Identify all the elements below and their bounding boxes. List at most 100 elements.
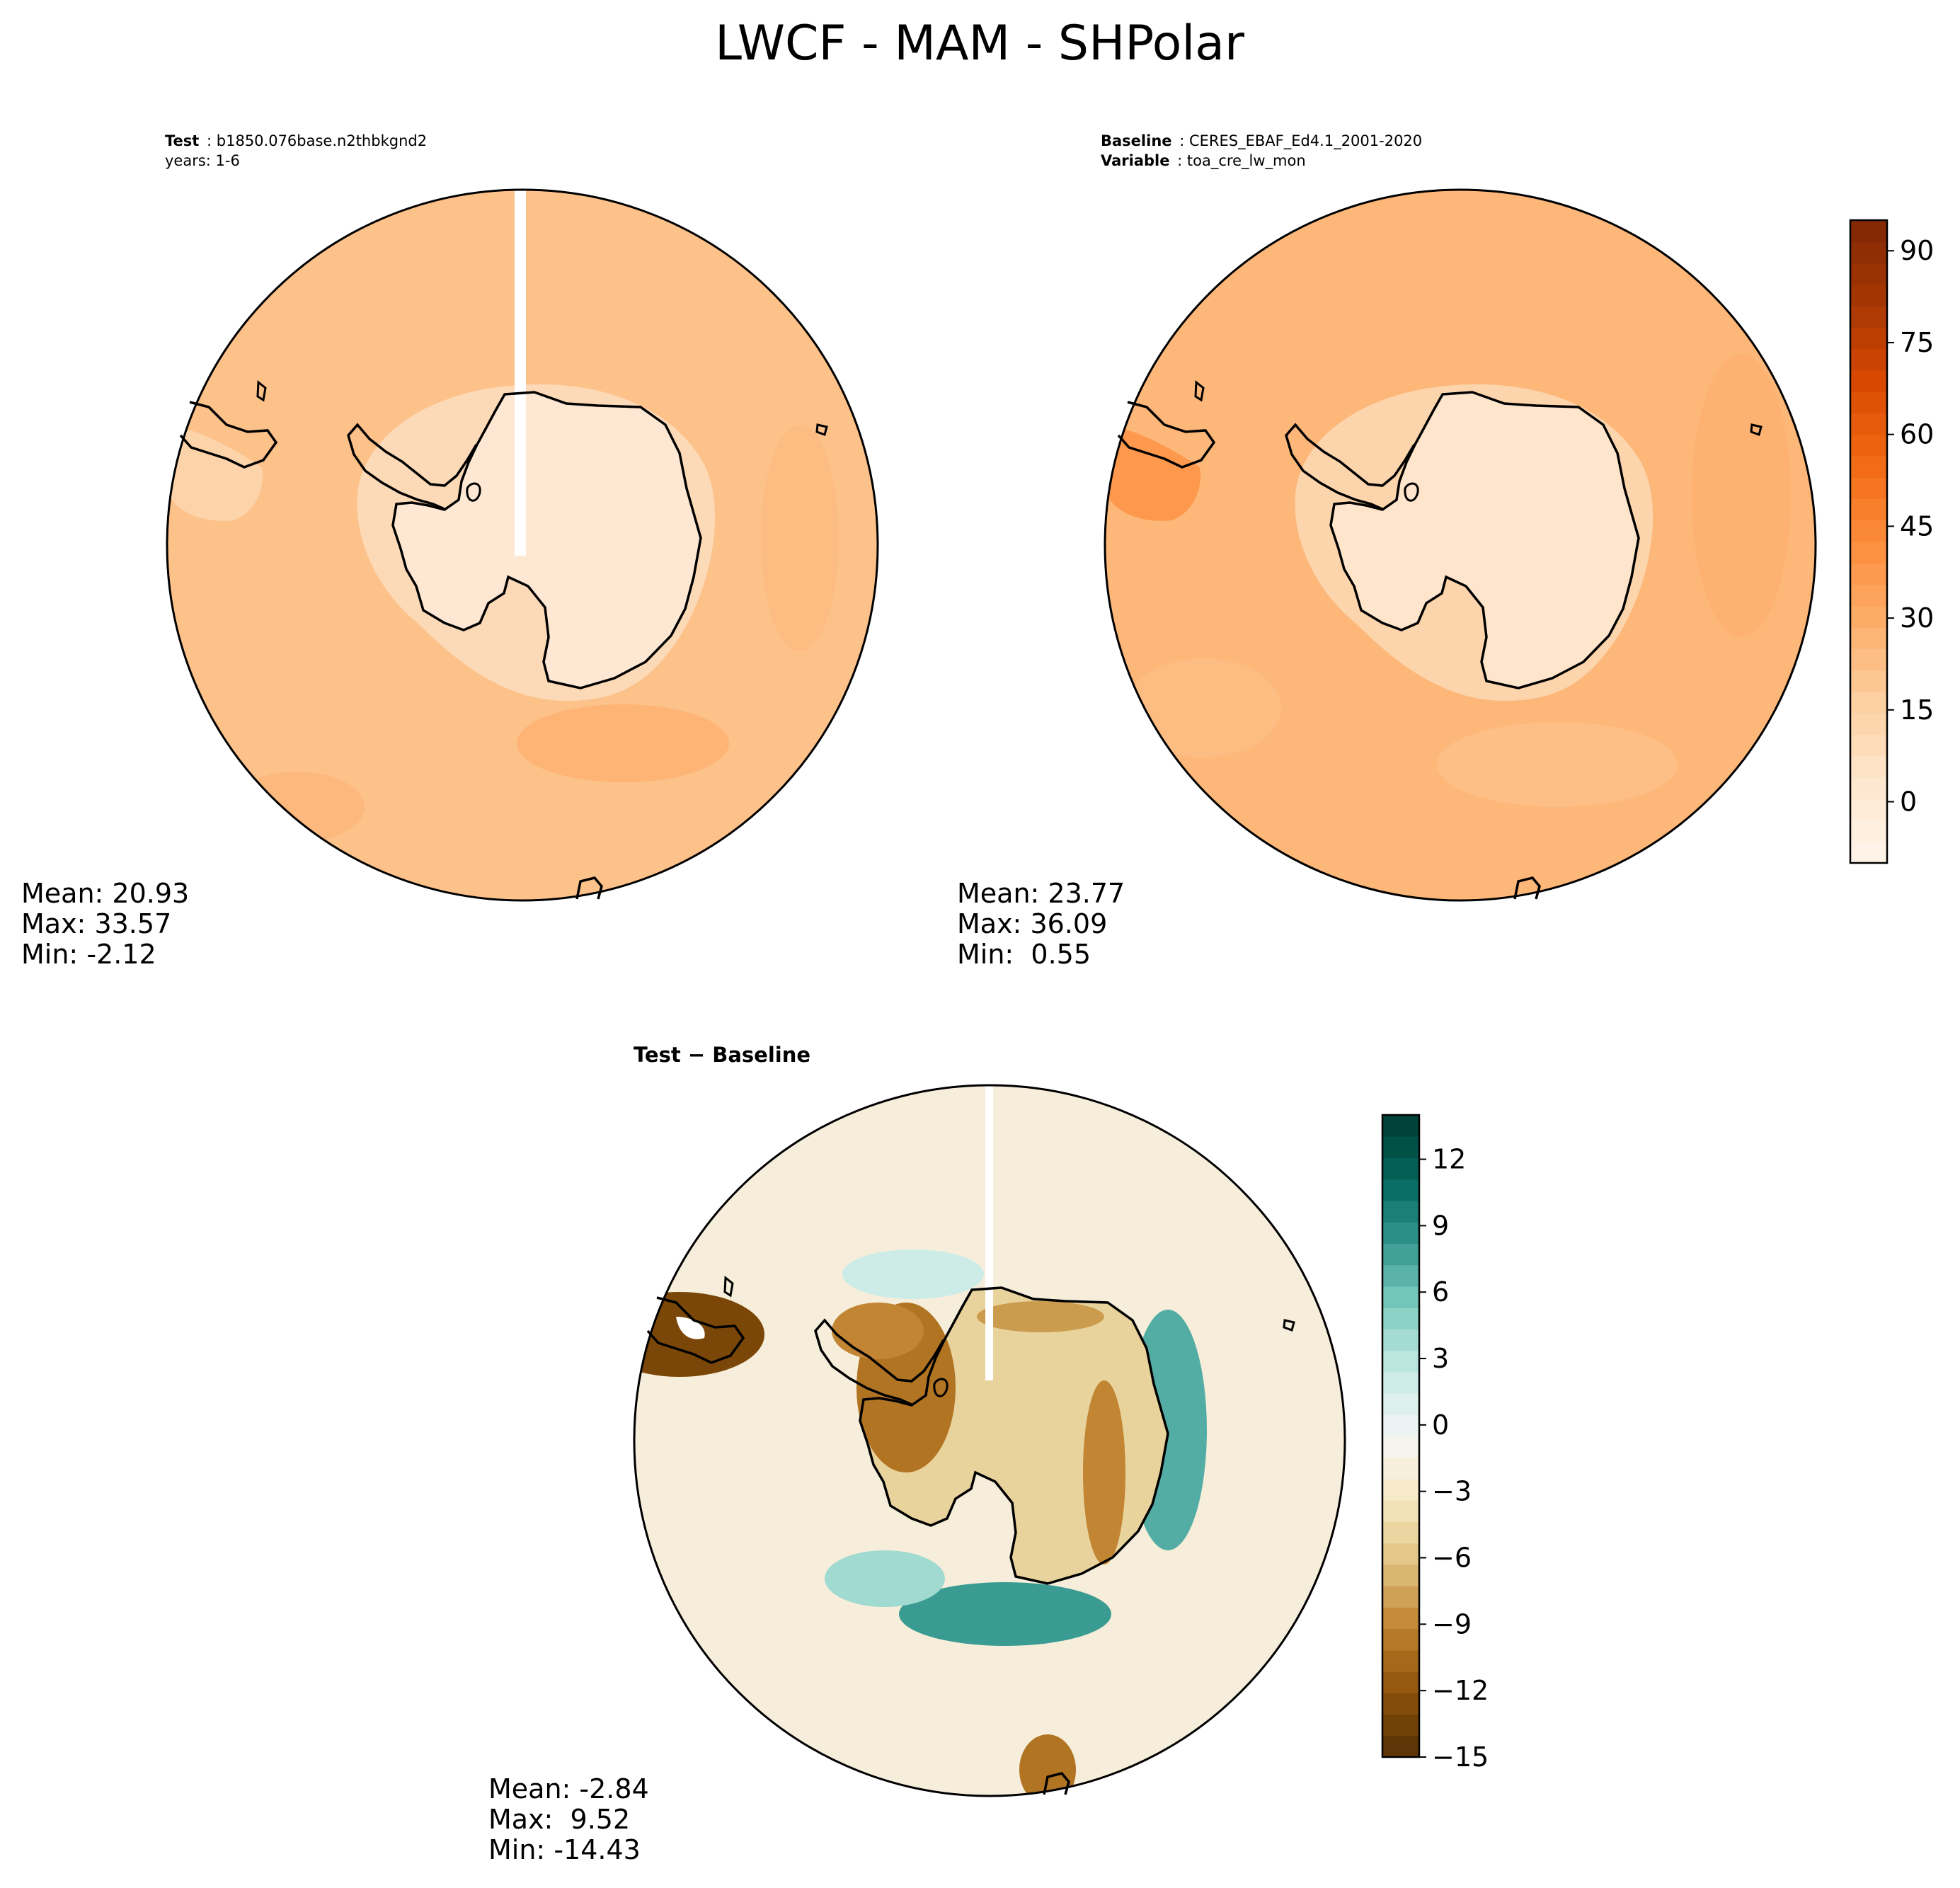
south-america-coastline	[1043, 1772, 1070, 1795]
antarctica-interior	[393, 392, 701, 688]
panel-baseline-stat-max: Max: 36.09	[957, 908, 1107, 939]
panel-baseline-dataset: CERES_EBAF_Ed4.1_2001-2020	[1189, 132, 1422, 150]
antarctica-interior	[1331, 392, 1639, 688]
panel-difference-map	[634, 1085, 1345, 1796]
colorbar-segment	[1382, 1115, 1419, 1137]
colorbar-segment	[1850, 841, 1887, 864]
panel-test-case-name: b1850.076base.n2thbkgnd2	[217, 132, 427, 149]
colorbar-tick-label: 6	[1432, 1276, 1449, 1308]
panel-test-stat-min: Min: -2.12	[21, 939, 156, 970]
colorbar-oranges: 90 75 60 45 30 15 0	[1849, 219, 1934, 864]
colorbar-segment	[1850, 370, 1887, 392]
antarctic-peninsula-coastline	[1285, 423, 1416, 511]
colorbar-segment	[1382, 1628, 1419, 1651]
colorbar-segment	[1382, 1671, 1419, 1693]
colorbar-segment	[1850, 327, 1887, 350]
colorbar-segment	[1850, 755, 1887, 778]
colorbar-tick-label: 12	[1432, 1144, 1466, 1175]
colorbar-segment	[1382, 1564, 1419, 1586]
panel-baseline-header-line2: Variable : toa_cre_lw_mon	[1101, 152, 1306, 170]
island-coastline	[1750, 423, 1763, 436]
colorbar-tick-label: 45	[1900, 510, 1934, 542]
negative-anomaly-band	[1019, 1734, 1076, 1796]
colorbar-segment	[1850, 220, 1887, 242]
colorbar-segment	[1850, 670, 1887, 692]
colorbar-segment	[1382, 1649, 1419, 1672]
panel-test-header-line1: Test : b1850.076base.n2thbkgnd2	[165, 132, 427, 149]
colorbar-segment	[1382, 1350, 1419, 1373]
colorbar-segment	[1382, 1264, 1419, 1287]
colorbar-segment	[1382, 1157, 1419, 1180]
colorbar-brbg: 12 9 6 3 0 −3 −6 −9 −12 −15	[1381, 1114, 1489, 1773]
colorbar-segment	[1850, 648, 1887, 671]
map-boundary	[633, 1084, 1346, 1797]
colorbar-segment	[1382, 1179, 1419, 1201]
map-boundary	[166, 188, 879, 902]
south-america-coastline	[1513, 876, 1541, 900]
colorbar-tick-label: −3	[1432, 1476, 1472, 1507]
panel-baseline-map	[1105, 190, 1816, 900]
ocean-patch	[1437, 722, 1678, 807]
ocean-patch	[1125, 658, 1281, 757]
missing-data-patch	[676, 1317, 705, 1339]
colorbar-segment	[1850, 520, 1887, 542]
figure-title: LWCF - MAM - SHPolar	[715, 16, 1244, 71]
colorbar-segment	[1850, 477, 1887, 500]
colorbar-tick-label: 75	[1900, 327, 1934, 358]
colorbar-segment	[1382, 1243, 1419, 1266]
colorbar-tick-label: 0	[1900, 786, 1917, 818]
colorbar-segment	[1850, 434, 1887, 457]
colorbar-segment	[1382, 1308, 1419, 1329]
colorbar-segment	[1850, 584, 1887, 607]
colorbar-segment	[1850, 820, 1887, 842]
south-america-coastline	[575, 876, 603, 900]
ocean-patch	[517, 704, 729, 782]
colorbar-segment	[1382, 1222, 1419, 1244]
antarctica-coastline	[859, 1286, 1169, 1585]
panel-baseline-variable: toa_cre_lw_mon	[1187, 152, 1306, 170]
panel-baseline-stat-min: Min: 0.55	[957, 939, 1091, 970]
panel-difference-stat-max: Max: 9.52	[488, 1804, 630, 1835]
colorbar-tick-label: 3	[1432, 1343, 1449, 1374]
colorbar-segment	[1382, 1543, 1419, 1565]
colorbar-segment	[1382, 1735, 1419, 1758]
missing-data-gap	[985, 1085, 993, 1380]
colorbar-segment	[1382, 1414, 1419, 1437]
panel-baseline-stat-mean: Mean: 23.77	[957, 878, 1125, 909]
colorbar-segment	[1850, 627, 1887, 649]
panel-difference: Test − Baseline Mean: -2.84 Max: 9.52	[488, 1043, 1489, 1865]
colorbar-tick-label: 30	[1900, 602, 1934, 634]
colorbar-segment	[1382, 1714, 1419, 1737]
colorbar-frame	[1381, 1114, 1421, 1758]
panel-test-map	[167, 190, 878, 900]
colorbar-segment	[1850, 348, 1887, 371]
panel-test: Test : b1850.076base.n2thbkgnd2 years: 1…	[21, 132, 879, 970]
colorbar-tick-label: 60	[1900, 419, 1934, 450]
island-coastline	[933, 1378, 949, 1397]
panel-difference-header: Test − Baseline	[634, 1043, 810, 1067]
negative-anomaly-band	[832, 1303, 924, 1359]
ocean-patch	[230, 772, 365, 842]
colorbar-segment	[1382, 1329, 1419, 1351]
antarctic-peninsula-coastline	[814, 1318, 945, 1407]
colorbar-segment	[1850, 413, 1887, 435]
colorbar-segment	[1382, 1371, 1419, 1394]
land-region	[1105, 425, 1200, 521]
colorbar-segment	[1850, 241, 1887, 264]
colorbar-segment	[1382, 1521, 1419, 1544]
colorbar-segment	[1382, 1607, 1419, 1630]
colorbar-segment	[1382, 1286, 1419, 1308]
colorbar-segment	[1850, 542, 1887, 563]
colorbar-frame	[1849, 219, 1889, 864]
panel-test-stat-max: Max: 33.57	[21, 908, 171, 939]
colorbar-segment	[1850, 455, 1887, 478]
colorbar-tick-label: 0	[1432, 1409, 1449, 1441]
map-boundary	[1104, 188, 1817, 902]
island-coastline	[1404, 482, 1419, 502]
island-coastline	[1194, 379, 1205, 402]
colorbar-tick-label: −12	[1432, 1675, 1489, 1706]
colorbar-segment	[1382, 1436, 1419, 1458]
negative-anomaly-band	[1083, 1380, 1125, 1564]
colorbar-segment	[1850, 734, 1887, 757]
